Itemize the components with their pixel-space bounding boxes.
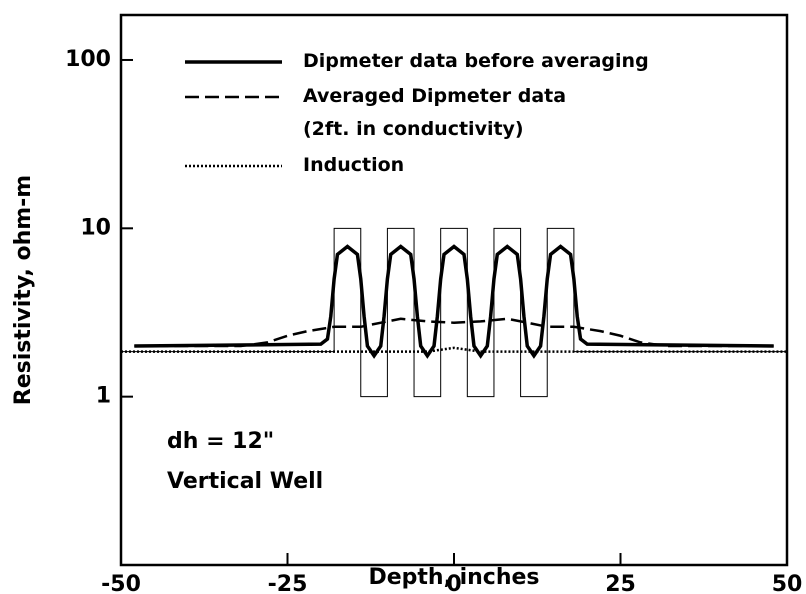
series-line: [134, 317, 774, 348]
annotation: Vertical Well: [167, 469, 323, 494]
x-tick-label: 50: [772, 572, 803, 594]
annotation: dh = 12": [167, 429, 274, 454]
series-line: [121, 227, 787, 398]
x-tick-label: 25: [605, 572, 636, 594]
legend-label: Averaged Dipmeter data (2ft. in conducti…: [303, 85, 567, 140]
y-tick-label: 10: [80, 215, 111, 240]
legend-label: Dipmeter data before averaging: [303, 50, 649, 72]
legend-label: Induction: [303, 154, 405, 176]
y-tick-label: 100: [65, 47, 111, 72]
y-axis-label: Resistivity, ohm-m: [11, 175, 36, 405]
y-tick-label: 1: [96, 384, 111, 409]
x-tick-label: 0: [446, 572, 461, 594]
x-axis-label: Depth, inches: [368, 565, 539, 590]
series-line: [134, 244, 774, 359]
x-tick-label: -25: [268, 572, 308, 594]
x-tick-label: -50: [101, 572, 141, 594]
series-line: [121, 346, 787, 353]
